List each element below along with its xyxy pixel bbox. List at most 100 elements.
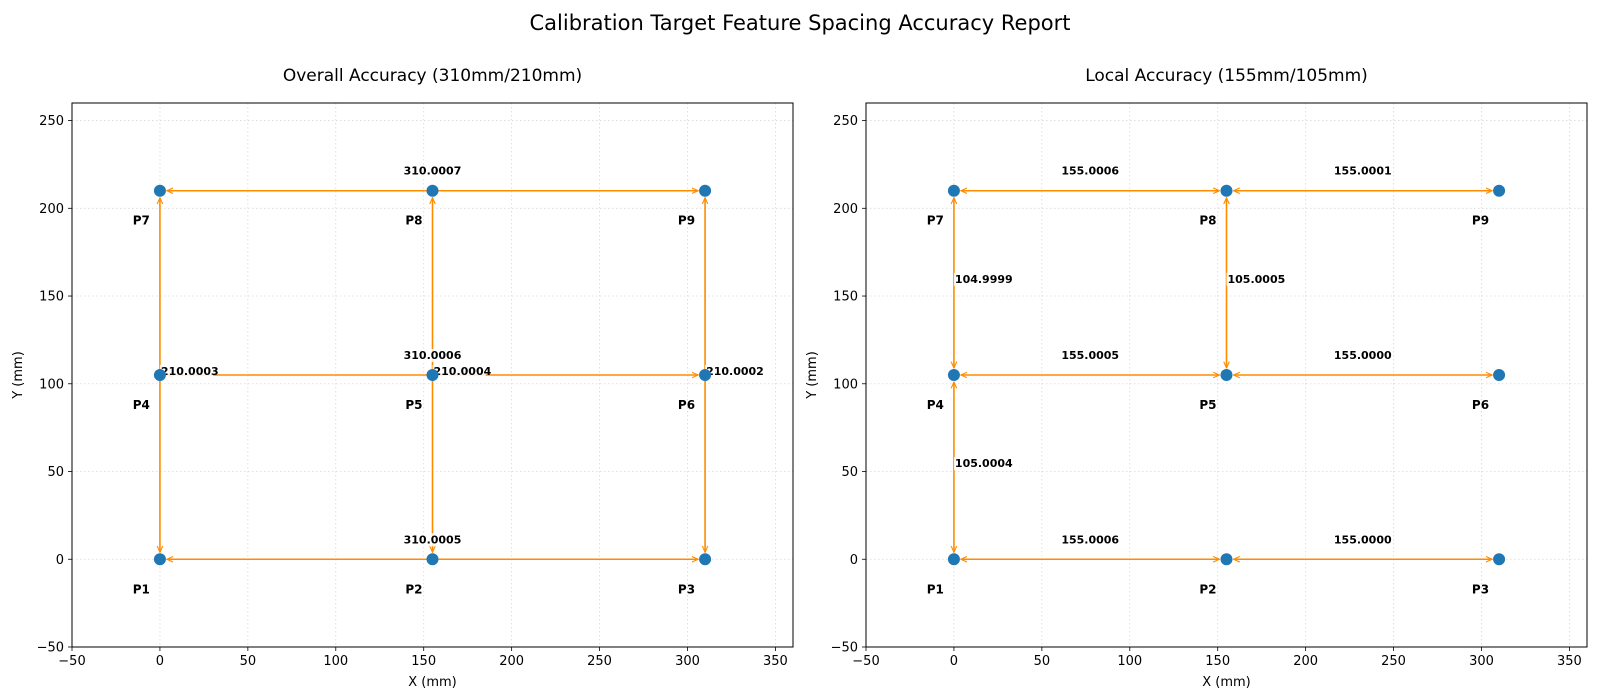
measurement-label-bg bbox=[405, 533, 460, 547]
point-marker bbox=[1220, 184, 1233, 197]
x-tick-label: −50 bbox=[852, 654, 879, 669]
point-label: P8 bbox=[1199, 214, 1216, 228]
measurement-label-bg bbox=[705, 365, 759, 378]
point-marker bbox=[153, 553, 166, 566]
x-tick-label: 0 bbox=[950, 654, 958, 669]
point-marker bbox=[947, 184, 960, 197]
x-tick-label: 350 bbox=[1557, 654, 1582, 669]
point-label: P4 bbox=[927, 398, 944, 412]
point-marker bbox=[1220, 553, 1233, 566]
y-tick-label: 200 bbox=[833, 202, 858, 217]
x-tick-label: 150 bbox=[1205, 654, 1230, 669]
point-label: P6 bbox=[678, 398, 695, 412]
x-tick-label: 50 bbox=[240, 654, 257, 669]
measurement-label-bg bbox=[1063, 164, 1117, 178]
measurement-label: 310.0007 bbox=[404, 165, 462, 178]
x-tick-label: 300 bbox=[1469, 654, 1494, 669]
point-label: P6 bbox=[1472, 398, 1489, 412]
point-marker bbox=[426, 553, 439, 566]
measurement-label: 155.0000 bbox=[1334, 533, 1392, 546]
point-marker bbox=[1493, 369, 1506, 381]
point-marker bbox=[426, 184, 439, 197]
point-marker bbox=[947, 369, 960, 381]
measurement-label-bg bbox=[1336, 533, 1390, 547]
measurement-label-bg bbox=[953, 272, 1008, 286]
x-tick-label: 250 bbox=[587, 654, 612, 669]
point-marker bbox=[699, 553, 712, 566]
measurement-label-bg bbox=[405, 349, 460, 362]
point-label: P2 bbox=[1199, 582, 1216, 596]
x-tick-label: 50 bbox=[1034, 654, 1051, 669]
measurement-label: 210.0003 bbox=[161, 365, 219, 378]
axes-frame bbox=[865, 102, 1588, 648]
figure-suptitle: Calibration Target Feature Spacing Accur… bbox=[530, 11, 1071, 35]
x-tick-label: 0 bbox=[156, 654, 164, 669]
x-tick-label: 350 bbox=[763, 654, 788, 669]
point-label: P3 bbox=[678, 582, 695, 596]
point-label: P5 bbox=[405, 398, 422, 412]
point-marker bbox=[699, 184, 712, 197]
x-tick-label: 200 bbox=[1293, 654, 1318, 669]
measurement-label-bg bbox=[1063, 533, 1117, 547]
measurement-label: 155.0006 bbox=[1061, 533, 1119, 546]
point-marker bbox=[153, 184, 166, 197]
x-tick-label: 100 bbox=[1117, 654, 1142, 669]
y-tick-label: 250 bbox=[39, 114, 64, 129]
y-tick-label: 150 bbox=[833, 290, 858, 305]
point-marker bbox=[1220, 369, 1233, 381]
measurement-label-bg bbox=[405, 164, 460, 178]
measurement-label-bg bbox=[159, 365, 214, 378]
point-label: P4 bbox=[133, 398, 150, 412]
measurement-label-bg bbox=[432, 365, 486, 378]
chart-panel-1: Overall Accuracy (310mm/210mm) −50 0 50 100 1… bbox=[11, 66, 794, 690]
measurement-label-bg bbox=[953, 457, 1008, 471]
x-tick-label: 200 bbox=[499, 654, 524, 669]
axes-frame bbox=[71, 102, 794, 648]
measurement-label-bg bbox=[1336, 164, 1390, 178]
measurement-label-bg bbox=[1336, 349, 1390, 362]
x-tick-label: 150 bbox=[411, 654, 436, 669]
y-tick-label: 50 bbox=[841, 465, 858, 480]
y-tick-label: 0 bbox=[56, 553, 64, 568]
point-marker bbox=[153, 369, 166, 381]
point-label: P7 bbox=[927, 214, 944, 228]
measurement-label: 210.0004 bbox=[434, 365, 492, 378]
measurement-label: 105.0004 bbox=[955, 457, 1013, 470]
point-label: P1 bbox=[133, 582, 150, 596]
point-label: P1 bbox=[927, 582, 944, 596]
measurement-label: 105.0005 bbox=[1228, 273, 1286, 286]
x-axis-label: X (mm) bbox=[408, 675, 457, 690]
y-tick-label: 50 bbox=[47, 465, 64, 480]
measurement-label: 210.0002 bbox=[706, 365, 764, 378]
point-marker bbox=[1493, 184, 1506, 197]
y-axis-label: Y (mm) bbox=[805, 351, 820, 400]
measurement-label: 155.0006 bbox=[1061, 165, 1119, 178]
y-tick-label: −50 bbox=[831, 641, 858, 656]
y-tick-label: 200 bbox=[39, 202, 64, 217]
chart-title: Overall Accuracy (310mm/210mm) bbox=[283, 66, 582, 86]
point-label: P9 bbox=[1472, 214, 1489, 228]
x-tick-label: 250 bbox=[1381, 654, 1406, 669]
point-label: P9 bbox=[678, 214, 695, 228]
measurement-label: 155.0005 bbox=[1061, 349, 1119, 362]
point-label: P2 bbox=[405, 582, 422, 596]
point-marker bbox=[947, 553, 960, 566]
y-axis-label: Y (mm) bbox=[11, 351, 26, 400]
y-tick-label: 100 bbox=[833, 377, 858, 392]
x-tick-label: 100 bbox=[323, 654, 348, 669]
chart-title: Local Accuracy (155mm/105mm) bbox=[1085, 66, 1368, 86]
point-marker bbox=[699, 369, 712, 381]
y-tick-label: −50 bbox=[37, 641, 64, 656]
point-label: P8 bbox=[405, 214, 422, 228]
measurement-label: 104.9999 bbox=[955, 273, 1013, 286]
point-label: P5 bbox=[1199, 398, 1216, 412]
x-axis-label: X (mm) bbox=[1202, 675, 1251, 690]
chart-panel-2: Local Accuracy (155mm/105mm) −50 0 50 100 150… bbox=[805, 66, 1588, 690]
y-tick-label: 250 bbox=[833, 114, 858, 129]
point-label: P3 bbox=[1472, 582, 1489, 596]
measurement-label: 310.0006 bbox=[404, 349, 462, 362]
y-tick-label: 100 bbox=[39, 377, 64, 392]
point-label: P7 bbox=[133, 214, 150, 228]
y-tick-label: 150 bbox=[39, 290, 64, 305]
